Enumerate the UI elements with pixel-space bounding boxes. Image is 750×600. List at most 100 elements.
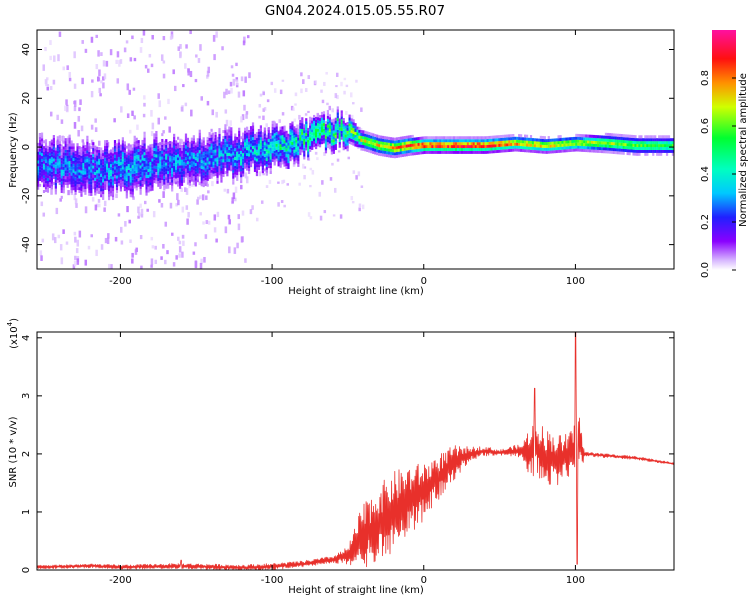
spectrogram-cell	[70, 187, 73, 191]
spectrogram-cell	[40, 170, 44, 174]
spectrogram-cell	[62, 140, 65, 144]
spectrogram-cell	[216, 171, 219, 175]
spectrogram-cell	[190, 178, 193, 182]
spectrogram-cell	[109, 155, 113, 159]
spectrogram-cell	[642, 138, 645, 142]
spectrogram-cell	[470, 139, 473, 143]
spectrogram-cell	[429, 145, 432, 149]
spectrogram-cell	[376, 149, 379, 153]
spectrogram-cell	[230, 153, 233, 157]
spectrogram-cell	[334, 141, 337, 145]
spectrogram-cell	[54, 191, 57, 195]
spectrogram-cell	[202, 175, 205, 179]
spectrogram-cell	[403, 141, 406, 145]
spectrogram-cell	[121, 184, 124, 188]
spectrogram-cell	[184, 171, 188, 175]
spectrogram-cell	[405, 153, 408, 157]
spectrogram-cell	[58, 182, 61, 186]
spectrogram-cell	[210, 172, 213, 176]
spectrogram-noise-cell	[105, 60, 109, 67]
spectrogram-cell	[525, 143, 529, 147]
spectrogram-cell	[279, 161, 282, 165]
snr-x-tick-label: 0	[421, 575, 427, 586]
spectrogram-cell	[52, 135, 55, 139]
spectrogram-cell	[236, 151, 239, 155]
spectrogram-cell	[626, 134, 629, 138]
spectrogram-noise-cell	[66, 65, 69, 71]
spectrogram-cell	[342, 129, 345, 133]
spectrogram-cell	[253, 163, 257, 167]
spectrogram-noise-cell	[357, 171, 361, 177]
spectrogram-cell	[662, 141, 665, 145]
spectrogram-cell	[275, 132, 278, 136]
spectrogram-cell	[204, 147, 207, 151]
spectrogram-cell	[259, 137, 262, 141]
spectrogram-cell	[332, 130, 335, 134]
spectrogram-cell	[127, 152, 130, 156]
spectrogram-cell	[287, 148, 290, 152]
spectrogram-cell	[411, 140, 414, 144]
spectrogram-cell	[265, 152, 268, 156]
spectrogram-cell	[571, 140, 574, 144]
spectrogram-cell	[344, 134, 347, 138]
spectrogram-cell	[230, 127, 233, 131]
spectrogram-cell	[593, 146, 596, 150]
spectrogram-cell	[259, 145, 262, 149]
spectrogram-cell	[180, 174, 184, 178]
spectrogram-cell	[634, 152, 637, 156]
spectrogram-cell	[200, 139, 203, 143]
spectrogram-cell	[561, 140, 564, 144]
spectrogram-cell	[315, 140, 318, 144]
spectrogram-cell	[232, 178, 235, 182]
spectrogram-cell	[261, 170, 264, 174]
spectrogram-cell	[565, 140, 568, 144]
spectrogram-cell	[652, 138, 655, 142]
spectrogram-cell	[529, 137, 533, 141]
spectrogram-cell	[173, 174, 176, 178]
spectrogram-cell	[338, 121, 341, 125]
spectrogram-noise-cell	[73, 83, 77, 89]
spectrogram-cell	[293, 135, 296, 139]
spectrogram-cell	[230, 133, 233, 137]
spectrogram-cell	[37, 180, 40, 184]
spectrogram-cell	[315, 128, 318, 132]
spectrogram-noise-cell	[84, 259, 88, 266]
spectrogram-cell	[336, 118, 339, 122]
spectrogram-cell	[354, 140, 357, 144]
spectrogram-cell	[354, 126, 357, 130]
spectrogram-cell	[472, 139, 475, 143]
spectrogram-cell	[123, 147, 126, 151]
spectrogram-cell	[350, 141, 353, 145]
spectrogram-cell	[320, 138, 324, 142]
spectrogram-cell	[265, 134, 268, 138]
spectrogram-cell	[318, 120, 322, 124]
spectrogram-cell	[214, 140, 217, 144]
spectrogram-x-axis-label: Height of straight line (km)	[288, 286, 424, 297]
spectrogram-cell	[202, 140, 205, 144]
spectrogram-cell	[464, 136, 468, 140]
spectrogram-cell	[167, 179, 170, 183]
spectrogram-cell	[62, 166, 65, 170]
spectrogram-cell	[395, 140, 399, 144]
spectrogram-cell	[346, 121, 349, 125]
spectrogram-cell	[346, 139, 349, 143]
spectrogram-cell	[131, 162, 134, 166]
spectrogram-cell	[117, 142, 121, 146]
spectrogram-cell	[115, 146, 119, 150]
spectrogram-cell	[121, 148, 124, 152]
spectrogram-cell	[218, 145, 221, 149]
spectrogram-noise-cell	[118, 60, 121, 67]
spectrogram-cell	[269, 135, 272, 139]
spectrogram-cell	[106, 169, 109, 173]
spectrogram-cell	[212, 150, 215, 154]
spectrogram-cell	[297, 152, 300, 156]
spectrogram-noise-cell	[255, 217, 259, 222]
spectrogram-cell	[115, 181, 119, 185]
spectrogram-cell	[242, 150, 245, 154]
spectrogram-cell	[303, 144, 306, 148]
spectrogram-cell	[291, 141, 294, 145]
spectrogram-cell	[322, 111, 326, 115]
spectrogram-noise-cell	[235, 77, 239, 82]
spectrogram-cell	[338, 133, 341, 137]
spectrogram-cell	[316, 120, 320, 124]
